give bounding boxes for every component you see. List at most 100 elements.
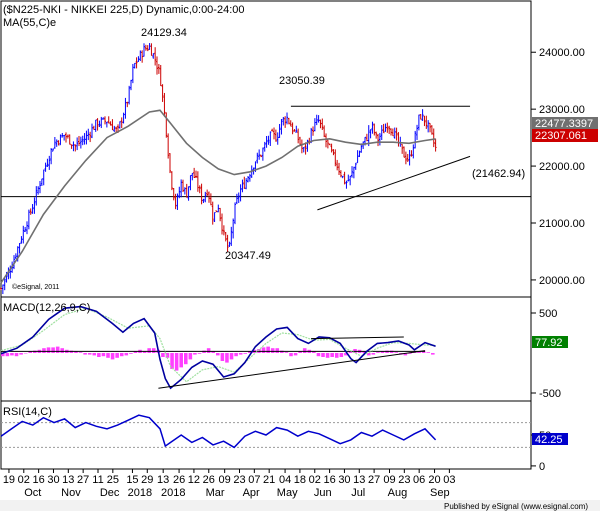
x-tick-label: 13: [157, 474, 169, 486]
x-tick-label: 21: [263, 474, 275, 486]
x-tick-label: 11: [92, 474, 103, 486]
macd-histogram-bar: [330, 353, 334, 357]
x-tick-label: 25: [107, 474, 119, 486]
macd-histogram-bar: [380, 351, 385, 353]
macd-histogram-bar: [23, 353, 28, 354]
rsi-value-box: [532, 433, 568, 445]
macd-histogram-bar: [206, 348, 211, 353]
macd-histogram-bar: [394, 352, 399, 353]
x-tick-label: 18: [294, 474, 306, 486]
macd-histogram-bar: [248, 351, 252, 353]
macd-histogram-bar: [403, 353, 408, 356]
macd-histogram-bar: [417, 351, 421, 353]
macd-histogram-bar: [344, 353, 348, 356]
x-month-label: Mar: [206, 487, 225, 499]
price-y-tick-label: 23000.00: [539, 104, 585, 116]
macd-value-label: 77.92: [535, 337, 563, 349]
macd-histogram-bar: [124, 353, 129, 356]
x-month-label: Aug: [388, 487, 408, 499]
macd-value-box: [532, 336, 568, 348]
x-tick-label: 07: [248, 474, 260, 486]
macd-histogram-bar: [60, 348, 65, 353]
ma-value-label: 22477.3397: [535, 118, 593, 130]
price-y-tick-label: 24000.00: [539, 47, 585, 59]
macd-histogram-bar: [28, 351, 33, 353]
macd-histogram-bar: [92, 353, 97, 356]
macd-histogram-bar: [216, 353, 220, 356]
rsi-line: [0, 414, 437, 449]
macd-histogram-bar: [133, 351, 138, 353]
macd-histogram-bar: [51, 347, 55, 353]
macd-histogram-bar: [339, 353, 344, 357]
macd-histogram-bar: [87, 353, 92, 355]
macd-histogram-bar: [275, 348, 280, 353]
macd-histogram-bar: [147, 348, 151, 353]
x-tick-label: 30: [338, 474, 350, 486]
macd-histogram-bar: [83, 353, 87, 355]
macd-histogram-bar: [431, 353, 435, 355]
x-month-label: Jul: [351, 487, 365, 499]
rsi-title: RSI(14,C): [3, 406, 52, 418]
x-tick-label: 09: [219, 474, 231, 486]
x-tick-label: 04: [279, 474, 291, 486]
x-tick-label: 09: [383, 474, 395, 486]
macd-histogram-bar: [193, 353, 197, 355]
macd-histogram-bar: [170, 353, 174, 369]
macd-histogram-bar: [179, 353, 183, 368]
annotation-low: 20347.49: [225, 250, 271, 262]
macd-histogram-bar: [366, 353, 371, 356]
macd-histogram-bar: [78, 352, 83, 353]
macd-histogram-bar: [220, 353, 225, 361]
macd-histogram-bar: [325, 353, 330, 358]
macd-histogram-bar: [408, 353, 412, 354]
x-tick-label: 23: [233, 474, 245, 486]
rsi-value-label: 42.25: [535, 434, 563, 446]
rsi-y-tick-label: 0: [539, 461, 545, 473]
macd-histogram-bar: [316, 353, 321, 357]
macd-histogram-bar: [266, 346, 270, 353]
macd-histogram-bar: [376, 352, 380, 353]
x-tick-label: 27: [77, 474, 89, 486]
x-tick-label: 02: [18, 474, 30, 486]
macd-histogram-bar: [371, 353, 376, 355]
macd-histogram-bar: [312, 351, 316, 353]
macd-trendline: [311, 336, 404, 340]
macd-line: [0, 305, 436, 390]
macd-histogram-bar: [183, 353, 188, 365]
x-tick-label: 19: [3, 474, 15, 486]
macd-histogram-bar: [46, 347, 51, 353]
macd-y-tick-label: 500: [539, 308, 557, 320]
x-tick-label: 20: [428, 474, 440, 486]
price-title: ($N225-NKI - NIKKEI 225,D) Dynamic,0:00-…: [3, 4, 245, 16]
macd-histogram-bar: [97, 353, 101, 357]
macd-histogram-bar: [412, 352, 417, 353]
x-month-label: 2018: [161, 487, 185, 499]
macd-histogram-bar: [293, 353, 298, 356]
macd-y-tick-label: -500: [539, 388, 561, 400]
macd-histogram-bar: [42, 348, 46, 353]
x-tick-label: 29: [141, 474, 153, 486]
ma-indicator-label: MA(55,C)e: [3, 17, 56, 29]
macd-title: MACD(12,26,9,C): [3, 302, 90, 314]
macd-histogram-bar: [238, 353, 243, 355]
x-tick-label: 27: [368, 474, 380, 486]
macd-histogram-bar: [426, 352, 431, 353]
x-month-label: 2018: [128, 487, 152, 499]
x-month-label: Oct: [24, 487, 41, 499]
x-tick-label: 02: [309, 474, 321, 486]
ma-value-box: [532, 117, 598, 129]
last-price-box: [532, 129, 598, 142]
x-tick-label: 26: [203, 474, 215, 486]
macd-histogram-bar: [14, 353, 19, 357]
watermark: ©eSignal, 2011: [12, 283, 60, 291]
macd-histogram-bar: [289, 353, 293, 357]
x-tick-label: 03: [443, 474, 455, 486]
macd-histogram-bar: [302, 348, 307, 353]
macd-histogram-bar: [197, 353, 202, 354]
x-tick-label: 26: [173, 474, 185, 486]
macd-histogram-bar: [188, 353, 193, 360]
macd-histogram-bar: [19, 353, 23, 355]
x-tick-label: 15: [126, 474, 138, 486]
macd-histogram-bar: [115, 353, 119, 358]
annotation-support: (21462.94): [472, 168, 525, 180]
